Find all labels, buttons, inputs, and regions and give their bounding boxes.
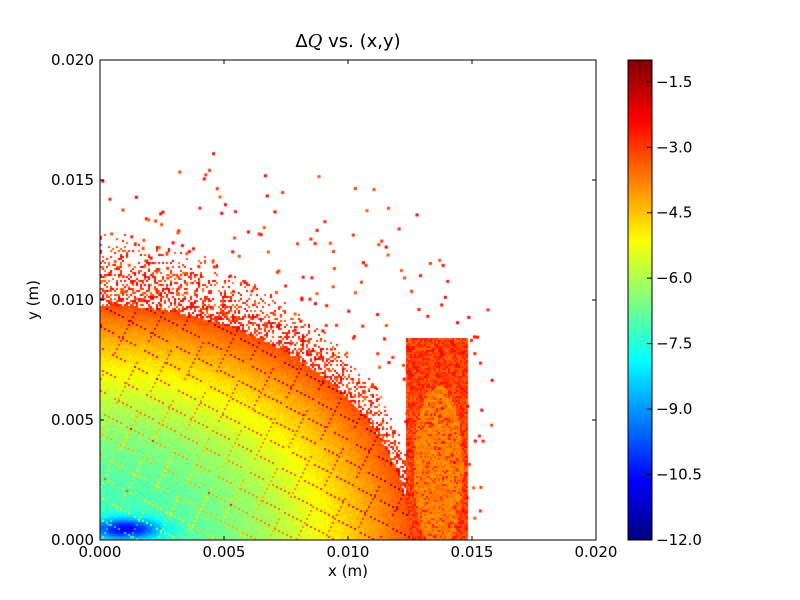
x-tick-label: 0.000	[79, 543, 122, 561]
plot-frame	[99, 59, 597, 541]
y-axis-label: y (m)	[24, 280, 42, 320]
colorbar-tick-label: −4.5	[656, 204, 692, 222]
y-tick-label: 0.020	[51, 51, 94, 69]
x-tick-label: 0.015	[451, 543, 494, 561]
y-axis-ticks: 0.000 0.005 0.010 0.015 0.020	[51, 51, 596, 549]
colorbar-tick-label: −7.5	[656, 335, 692, 353]
colorbar-frame	[627, 59, 653, 541]
x-tick-label: 0.010	[327, 543, 370, 561]
colorbar-tick-label: −6.0	[656, 269, 692, 287]
chart-title: ΔQ vs. (x,y)	[295, 31, 400, 52]
colorbar-tick-label: −1.5	[656, 73, 692, 91]
x-tick-label: 0.005	[203, 543, 246, 561]
x-axis-ticks: 0.000 0.005 0.010 0.015 0.020	[79, 60, 618, 561]
colorbar-ticks: −12.0 −10.5 −9.0 −7.5 −6.0 −4.5 −3.0 −1.5	[647, 73, 702, 549]
heatmap-plot-area	[100, 60, 596, 540]
x-tick-label: 0.020	[575, 543, 618, 561]
colorbar-tick-label: −12.0	[656, 531, 702, 549]
colorbar-tick-label: −10.5	[656, 466, 702, 484]
y-tick-label: 0.010	[51, 291, 94, 309]
colorbar	[628, 60, 652, 540]
y-tick-label: 0.015	[51, 171, 94, 189]
x-axis-label: x (m)	[328, 562, 368, 580]
colorbar-tick-label: −9.0	[656, 400, 692, 418]
colorbar-tick-label: −3.0	[656, 138, 692, 156]
y-tick-label: 0.000	[51, 531, 94, 549]
y-tick-label: 0.005	[51, 411, 94, 429]
